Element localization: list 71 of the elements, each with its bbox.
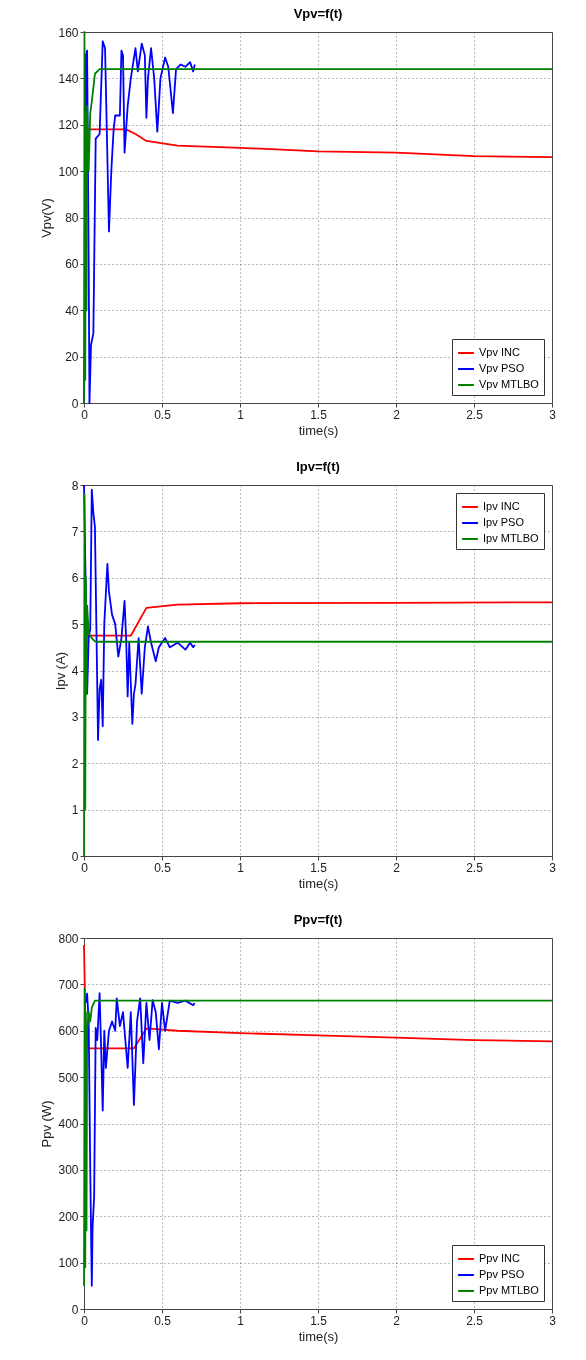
y-tick-label: 120 (58, 118, 79, 133)
y-tick-label: 700 (58, 977, 79, 992)
x-tick-label: 0 (81, 860, 89, 875)
x-tick-label: 2 (393, 1313, 401, 1328)
x-tick-label: 0 (81, 407, 89, 422)
y-tick-label: 400 (58, 1117, 79, 1131)
x-tick-label: 3 (549, 860, 557, 875)
legend-label: Ppv MTLBO (479, 1284, 540, 1296)
x-tick-label: 0.5 (154, 1313, 172, 1328)
x-axis-title: time(s) (298, 875, 339, 891)
y-tick-label: 500 (58, 1070, 79, 1085)
y-tick-label: 2 (71, 756, 79, 771)
x-tick-label: 2 (393, 407, 401, 422)
x-tick-label: 0 (81, 1313, 89, 1328)
legend-label: Ppv INC (479, 1252, 521, 1264)
chart-title: Ipv=f(t) (296, 459, 340, 474)
x-tick-label: 3 (549, 407, 557, 422)
x-tick-label: 2 (393, 860, 401, 875)
y-tick-label: 20 (65, 350, 79, 365)
line-series (83, 988, 553, 1287)
x-tick-label: 1 (237, 860, 245, 875)
y-tick-label: 4 (71, 664, 79, 678)
y-tick-label: 200 (58, 1209, 79, 1224)
y-tick-label: 1 (71, 803, 79, 818)
x-axis-title: time(s) (298, 422, 339, 438)
y-tick-label: 7 (71, 524, 79, 539)
x-tick-label: 1.5 (310, 407, 328, 422)
x-tick-label: 1 (237, 407, 245, 422)
legend-label: Vpv INC (479, 346, 521, 358)
y-tick-label: 3 (71, 710, 79, 725)
y-axis-title: Vpv(V) (39, 198, 55, 238)
y-tick-label: 800 (58, 931, 79, 946)
y-tick-label: 100 (58, 1256, 79, 1271)
line-series (83, 484, 196, 741)
y-tick-label: 40 (65, 303, 79, 318)
y-tick-label: 5 (71, 617, 79, 632)
y-tick-label: 0 (71, 849, 79, 864)
legend-label: Vpv MTLBO (479, 378, 540, 390)
y-tick-label: 60 (65, 257, 79, 272)
legend-label: Vpv PSO (479, 362, 525, 374)
y-tick-label: 140 (58, 71, 79, 86)
y-tick-label: 0 (71, 1302, 79, 1317)
y-axis-title: Ppv (W) (39, 1100, 55, 1148)
x-tick-label: 2.5 (466, 407, 484, 422)
x-tick-label: 1 (237, 1313, 245, 1328)
x-axis-title: time(s) (298, 1328, 339, 1344)
x-tick-label: 0.5 (154, 407, 172, 422)
chart-title: Ppv=f(t) (293, 912, 343, 927)
chart-title: Vpv=f(t) (293, 6, 343, 21)
x-tick-label: 1.5 (310, 860, 328, 875)
y-tick-label: 6 (71, 571, 79, 586)
y-tick-label: 8 (71, 478, 79, 493)
x-tick-label: 2.5 (466, 860, 484, 875)
y-tick-label: 300 (58, 1163, 79, 1178)
y-axis-title: Ipv (A) (52, 651, 68, 691)
line-series (84, 992, 196, 1287)
y-tick-label: 600 (58, 1024, 79, 1039)
line-series (83, 493, 553, 857)
legend-label: Ipv MTLBO (483, 532, 540, 544)
x-tick-label: 0.5 (154, 860, 172, 875)
legend-label: Ipv PSO (483, 516, 525, 528)
y-tick-label: 80 (65, 211, 79, 225)
x-tick-label: 3 (549, 1313, 557, 1328)
x-tick-label: 1.5 (310, 1313, 328, 1328)
y-tick-label: 0 (71, 396, 79, 411)
y-tick-label: 160 (58, 25, 79, 40)
x-tick-label: 2.5 (466, 1313, 484, 1328)
y-tick-label: 100 (58, 164, 79, 179)
line-series (83, 31, 553, 404)
legend-label: Ppv PSO (479, 1268, 525, 1280)
legend-label: Ipv INC (483, 500, 520, 512)
